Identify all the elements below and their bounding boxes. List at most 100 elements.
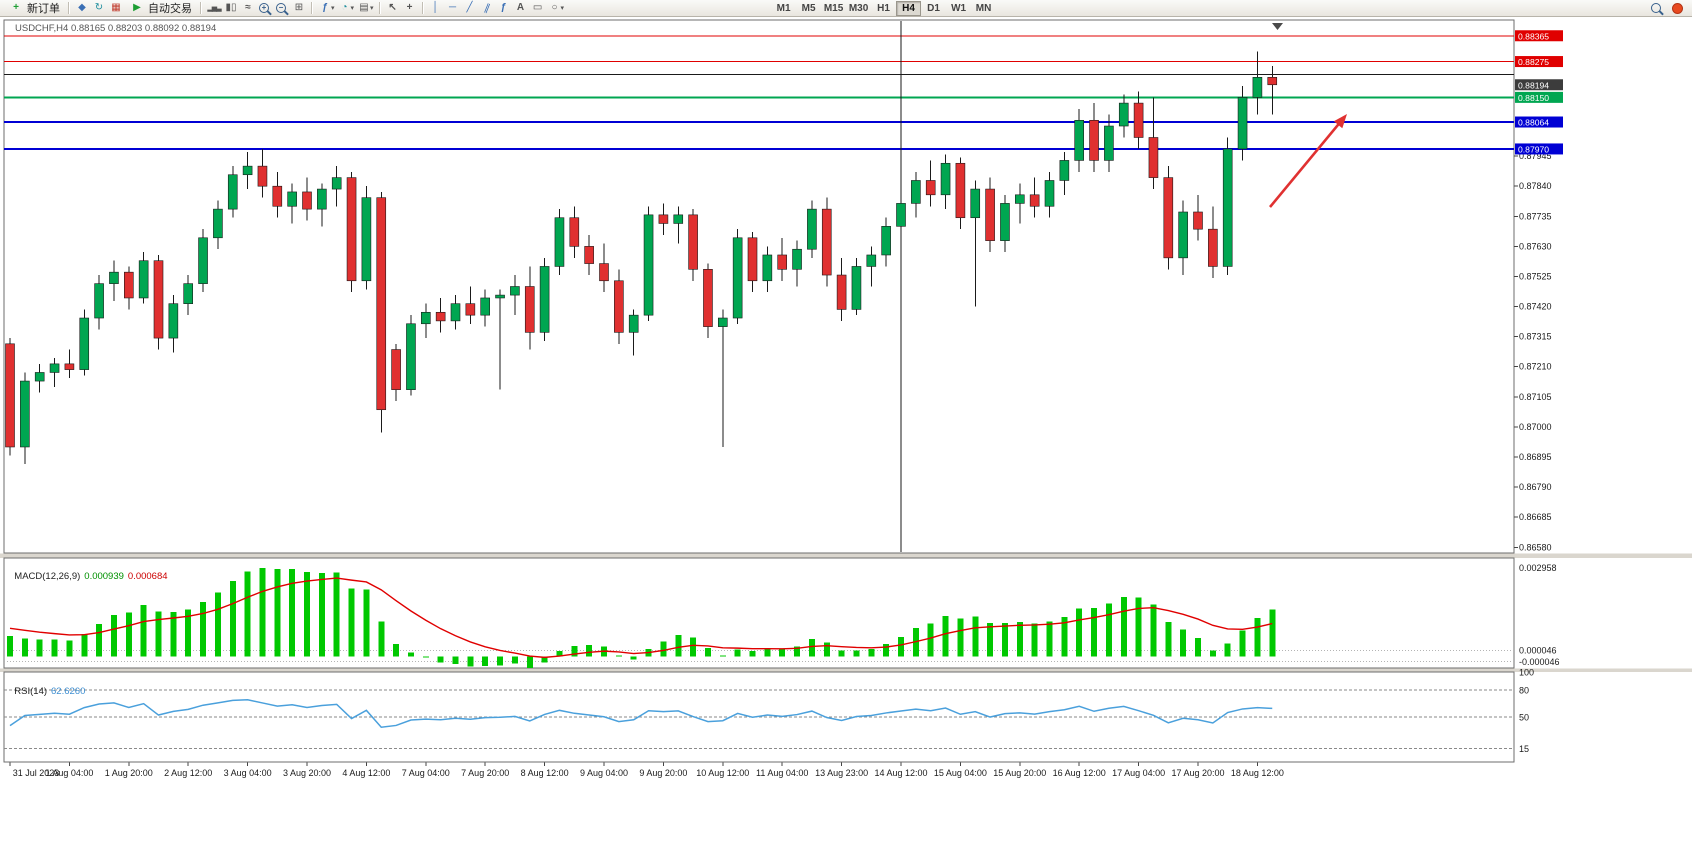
timeframe-button-m1[interactable]: M1 [771,1,796,16]
candle-body [138,260,149,299]
candle-body [1074,119,1084,161]
time-axis-label: 18 Aug 12:00 [1231,768,1284,778]
text-tool-icon[interactable]: A [516,2,525,13]
chart-surface[interactable] [4,20,1514,553]
candle-body [866,254,877,267]
macd-panel-border [3,557,1515,669]
time-axis-label: 7 Aug 04:00 [402,768,450,778]
zoom-out-icon[interactable]: − [274,1,290,16]
candle-body [569,217,580,247]
trendline-tool-icon[interactable]: ╱ [466,2,473,13]
candle-body [346,177,357,282]
panel-divider[interactable] [0,553,1692,559]
candle-body [1148,137,1159,178]
time-axis-label: 13 Aug 23:00 [815,768,868,778]
candle-body [851,266,862,310]
trend-arrow[interactable] [1268,114,1347,208]
market-watch-icon[interactable]: ◆ [78,2,86,13]
label-tool-icon[interactable]: ▭ [532,2,543,13]
price-tag-label: 0.88150 [1518,93,1549,103]
candle-body [1059,160,1070,181]
terminal-icon[interactable]: ▦ [111,2,121,13]
navigator-icon[interactable]: ↻ [94,2,104,13]
vertical-line-tool-icon[interactable]: │ [432,2,439,13]
timeframe-button-m30[interactable]: M30 [846,1,871,16]
candlestick-chart-icon[interactable]: ▮▯ [225,2,237,13]
zoom-in-sign: + [259,2,269,13]
tile-windows-icon[interactable]: ⊞ [294,2,304,13]
macd-signal-line [9,577,1273,659]
timeframe-button-h4[interactable]: H4 [896,0,922,16]
indicators-menu[interactable]: ƒ ▾ [317,1,335,16]
candle-body [287,191,297,207]
notification-badge[interactable] [1672,2,1683,14]
candle-body [64,363,75,370]
horizontal-line-tool-icon[interactable]: ─ [449,2,457,13]
candle-body [881,226,891,256]
candle-body [1267,77,1278,86]
candle-body [406,323,416,390]
candle-body [242,165,253,176]
shapes-menu[interactable]: ○ ▾ [547,1,565,16]
zoom-in-icon[interactable]: + [257,1,273,16]
toolbar-separator [421,2,424,14]
candle-body [643,214,654,316]
candle-body [1193,211,1203,230]
bar-chart-icon[interactable]: ▂▅▃ [207,4,221,12]
fibonacci-tool-icon[interactable]: ƒ [500,2,507,13]
price-tick-label: 0.86580 [1519,542,1552,552]
autotrading-button[interactable]: ▶ 自动交易 [125,1,196,16]
timeframe-button-d1[interactable]: D1 [921,1,946,16]
macd-name: MACD(12,26,9) [14,571,81,582]
new-order-button[interactable]: + 新订单 [4,1,64,16]
time-axis-label: 1 Aug 04:00 [45,768,93,778]
toolbar-right [1649,1,1688,16]
candle-body [213,208,223,239]
timeframe-button-w1[interactable]: W1 [946,1,971,16]
candle-body [1237,97,1248,150]
candle-body [198,237,208,284]
macd-axis-label: 0.002958 [1519,563,1557,573]
price-tick-label: 0.87210 [1519,362,1552,372]
candle-body [168,303,179,339]
candle-body [376,197,387,411]
chevron-down-icon: ▾ [331,5,335,12]
candle-body [49,363,60,373]
time-axis-label: 7 Aug 20:00 [461,768,509,778]
chart-shift-marker[interactable] [1272,23,1283,30]
panel-divider[interactable] [0,668,1692,673]
timeframe-button-m15[interactable]: M15 [821,1,846,16]
candle-body [109,271,119,284]
toolbar: + 新订单 ◆ ↻ ▦ ▶ 自动交易 ▂▅▃ ▮▯ ≈ + − ⊞ ƒ ▾ ◔ … [0,0,1692,17]
crosshair-icon[interactable]: + [406,2,413,13]
candle-body [807,208,817,250]
rsi-axis-label: 80 [1519,686,1529,696]
autotrading-label: 自动交易 [148,3,192,15]
candle-body [480,297,491,316]
periods-menu[interactable]: ◔ ▾ [337,1,354,16]
candle-body [688,214,698,270]
timeframe-button-mn[interactable]: MN [971,1,996,16]
price-tick-label: 0.87735 [1519,211,1552,221]
templates-icon: ▤ [359,2,369,13]
candle-body [79,317,90,370]
chevron-down-icon: ▾ [370,5,374,12]
templates-menu[interactable]: ▤ ▾ [356,1,374,16]
candle-body [554,217,565,267]
price-axis[interactable]: 0.87945 0.87840 0.87735 0.87630 0.87525 0.874… [1514,30,1563,552]
line-chart-icon[interactable]: ≈ [245,2,251,13]
candle-body [1089,119,1099,161]
candle-body [450,303,461,322]
time-axis-label: 2 Aug 12:00 [164,768,212,778]
clock-icon: ◔ [341,2,348,13]
timeframe-button-m5[interactable]: M5 [796,1,821,16]
channel-tool-icon[interactable]: ∥ [482,1,492,14]
candle-body [94,283,104,319]
candle-body [495,294,505,299]
timeframe-button-h1[interactable]: H1 [871,1,896,16]
search-icon[interactable] [1649,1,1665,16]
candle-body [361,197,372,282]
cursor-icon[interactable]: ↖ [388,2,397,13]
